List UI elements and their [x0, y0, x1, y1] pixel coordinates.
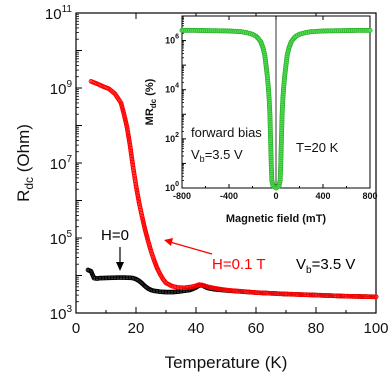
y-tick-base: 10	[50, 231, 67, 248]
y-tick-exp: 4	[175, 83, 179, 90]
x-tick-label: 0	[273, 191, 278, 201]
y-tick-exp: 3	[66, 304, 72, 315]
inset-vb-value: =3.5 V	[205, 147, 243, 162]
inset-x-axis-label: Magnetic field (mT)	[226, 213, 327, 225]
y-tick-label: 107	[50, 154, 73, 173]
inset-y-axis-label: MRdc (%)	[144, 78, 158, 125]
x-tick-label: 60	[248, 320, 265, 337]
y-tick-label: 106	[165, 34, 179, 46]
x-tick-label: 100	[363, 320, 388, 337]
h0-arrow-head	[116, 262, 124, 271]
h01-label: H=0.1 T	[212, 256, 266, 273]
y-tick-exp: 11	[62, 4, 73, 15]
data-point	[368, 28, 372, 32]
main-vb-value: =3.5 V	[312, 256, 356, 273]
main-y-axis-label: Rdc (Ohm)	[14, 124, 36, 202]
inset-vb-label: Vb=3.5 V	[191, 147, 243, 164]
main-vb-label: Vb=3.5 V	[296, 256, 355, 276]
main-y-label-main: R	[14, 190, 33, 202]
y-tick-base: 10	[165, 134, 175, 144]
y-tick-base: 10	[165, 36, 175, 46]
main-vb-main: V	[296, 256, 306, 273]
forward-bias-label: forward bias	[191, 125, 262, 140]
x-tick-label: 80	[308, 320, 325, 337]
inset-vb-main: V	[191, 147, 200, 162]
main-y-label-sub: dc	[22, 177, 36, 190]
y-tick-exp: 0	[175, 181, 179, 188]
x-tick-label: 400	[315, 191, 330, 201]
y-tick-label: 1011	[45, 4, 73, 23]
y-tick-base: 10	[165, 183, 175, 193]
y-tick-label: 102	[165, 132, 179, 144]
y-tick-exp: 6	[175, 34, 179, 41]
inset-y-label-unit: (%)	[144, 78, 156, 99]
y-tick-label: 109	[50, 79, 73, 98]
y-tick-base: 10	[50, 156, 67, 173]
x-tick-label: 0	[72, 320, 80, 337]
temperature-label: T=20 K	[296, 140, 339, 155]
main-x-axis-label: Temperature (K)	[165, 353, 288, 372]
y-tick-base: 10	[50, 81, 67, 98]
y-tick-exp: 2	[175, 132, 179, 139]
h01-arrow-head	[164, 238, 173, 246]
y-tick-exp: 7	[66, 154, 72, 165]
y-tick-base: 10	[45, 6, 62, 23]
y-tick-base: 10	[165, 85, 175, 95]
x-tick-label: 800	[362, 191, 377, 201]
inset-y-label-main: MR	[144, 108, 156, 125]
x-tick-label: 20	[128, 320, 145, 337]
x-tick-label: -400	[220, 191, 238, 201]
h01-arrow-shaft	[170, 242, 212, 254]
y-tick-label: 104	[165, 83, 179, 95]
y-tick-label: 103	[50, 304, 73, 323]
x-tick-label: -800	[173, 191, 191, 201]
y-tick-exp: 5	[66, 229, 72, 240]
y-tick-label: 105	[50, 229, 73, 248]
y-tick-base: 10	[50, 306, 67, 323]
y-tick-exp: 9	[66, 79, 72, 90]
x-tick-label: 40	[188, 320, 205, 337]
inset-plot: -800 -400 0 400 800 100102104106 Magnetic fi…	[144, 16, 378, 225]
main-y-label-unit: (Ohm)	[14, 124, 33, 177]
h0-label: H=0	[101, 227, 129, 244]
